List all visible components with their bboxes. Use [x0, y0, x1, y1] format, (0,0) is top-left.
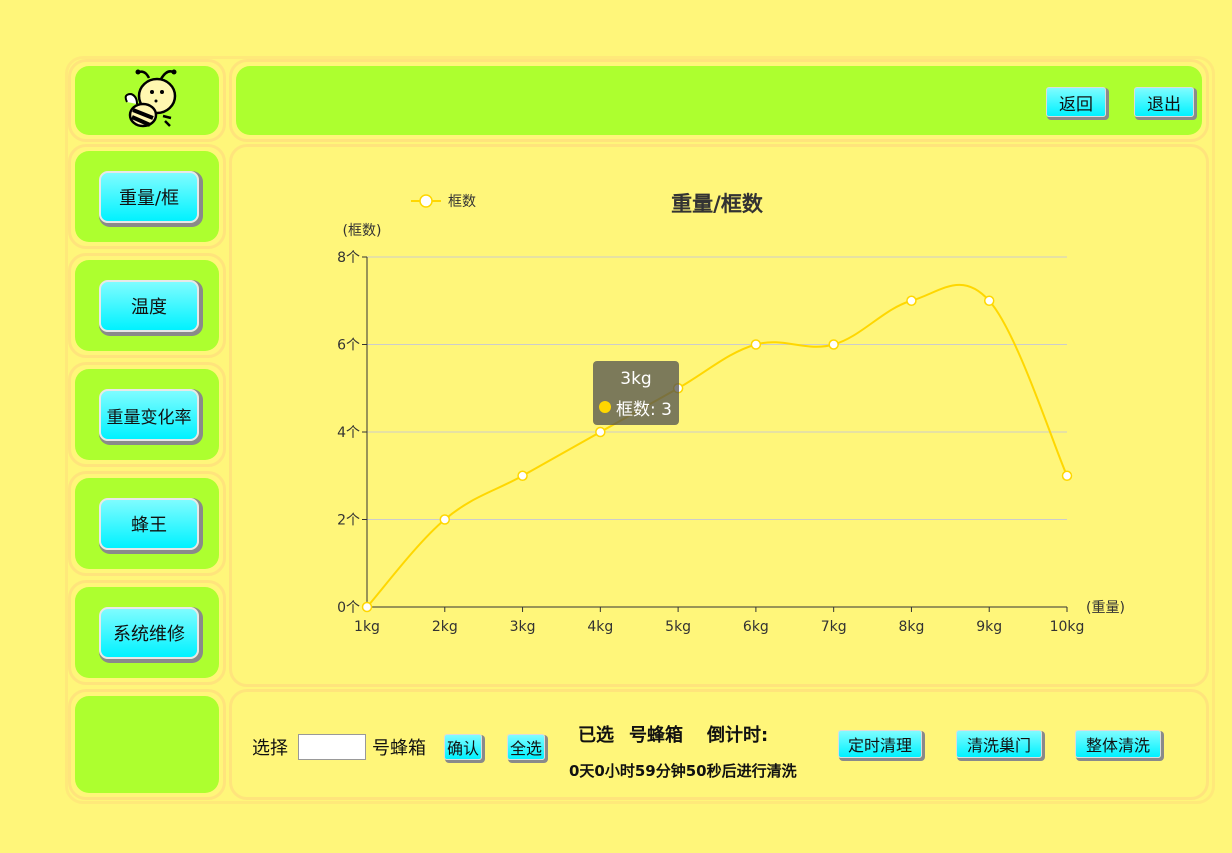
- y-axis-label: (框数): [343, 223, 382, 239]
- sidebar-item-weight-frame[interactable]: 重量/框: [99, 171, 199, 223]
- sidebar-item-temperature[interactable]: 温度: [99, 280, 199, 332]
- x-tick-label: 3kg: [510, 619, 536, 635]
- y-tick-label: 6个: [337, 338, 360, 354]
- sidebar-panel-weight-change: 重量变化率: [68, 362, 226, 467]
- y-tick-label: 4个: [337, 425, 360, 441]
- timed-clean-button[interactable]: 定时清理: [838, 730, 922, 758]
- sidebar-item-queen[interactable]: 蜂王: [99, 498, 199, 550]
- countdown-label: 倒计时:: [707, 725, 769, 746]
- selected-label: 已选: [578, 725, 614, 746]
- sidebar-item-maintenance[interactable]: 系统维修: [99, 607, 199, 659]
- confirm-button[interactable]: 确认: [444, 734, 482, 760]
- series-line-frames: [366, 283, 1068, 608]
- data-point-7kg[interactable]: [828, 339, 839, 350]
- y-tick-label: 0个: [337, 600, 360, 616]
- data-point-6kg[interactable]: [750, 339, 762, 350]
- hive-suffix-label: 号蜂箱: [372, 738, 426, 759]
- legend-label: 框数: [448, 194, 476, 210]
- y-tick-label: 8个: [337, 250, 360, 266]
- selected-hive-suffix: 号蜂箱: [629, 725, 683, 746]
- whole-clean-button[interactable]: 整体清洗: [1075, 730, 1161, 758]
- sidebar-panel-temperature: 温度: [68, 253, 226, 358]
- exit-button[interactable]: 退出: [1134, 87, 1194, 117]
- chart-legend[interactable]: 框数: [411, 194, 476, 210]
- chart-panel: 框数 重量/框数 (框数) (重量) 0个 2个 4个 6个 8个 1kg 2kg 3kg 4k…: [229, 144, 1209, 687]
- data-point-1kg[interactable]: [361, 601, 373, 613]
- tooltip-text: 框数: 3: [616, 400, 672, 420]
- header-panel: 返回 退出: [229, 59, 1209, 142]
- clean-door-button[interactable]: 清洗巢门: [956, 730, 1042, 758]
- data-point-2kg[interactable]: [439, 514, 451, 525]
- countdown-text: 0天0小时59分钟50秒后进行清洗: [569, 762, 797, 780]
- x-axis-label: (重量): [1086, 600, 1125, 616]
- data-point-8kg[interactable]: [906, 295, 917, 306]
- sidebar-panel-empty: [68, 689, 226, 800]
- sidebar-panel-maintenance: 系统维修: [68, 580, 226, 685]
- footer-panel: 选择 号蜂箱 确认 全选 已选 号蜂箱 倒计时: 0天0小时59分钟50秒后进行…: [229, 689, 1209, 800]
- data-point-3kg[interactable]: [517, 470, 528, 481]
- y-tick-label: 2个: [337, 513, 360, 529]
- sidebar-item-weight-change-rate[interactable]: 重量变化率: [99, 389, 199, 441]
- weight-frame-chart: 框数 重量/框数 (框数) (重量) 0个 2个 4个 6个 8个 1kg 2kg 3kg 4k…: [337, 192, 1125, 635]
- x-tick-label: 5kg: [665, 619, 691, 635]
- x-tick-label: 4kg: [587, 619, 613, 635]
- tooltip-title: 3kg: [620, 369, 652, 389]
- hive-number-input[interactable]: [298, 734, 366, 760]
- x-tick-label: 9kg: [976, 619, 1002, 635]
- x-tick-label: 10kg: [1050, 619, 1085, 635]
- x-tick-label: 7kg: [821, 619, 847, 635]
- bee-logo-icon: [124, 69, 177, 128]
- select-all-button[interactable]: 全选: [507, 734, 545, 760]
- data-point-4kg[interactable]: [595, 426, 606, 438]
- x-tick-label: 8kg: [898, 619, 924, 635]
- chart-title: 重量/框数: [671, 192, 764, 216]
- chart-tooltip: 3kg 框数: 3: [593, 361, 679, 425]
- select-label: 选择: [252, 738, 288, 759]
- sidebar-panel-weight: 重量/框: [68, 144, 226, 249]
- sidebar-panel-queen: 蜂王: [68, 471, 226, 576]
- x-tick-label: 6kg: [743, 619, 769, 635]
- x-tick-label: 2kg: [432, 619, 458, 635]
- data-point-9kg[interactable]: [983, 295, 995, 306]
- x-tick-label: 1kg: [354, 619, 380, 635]
- tooltip-dot: [599, 401, 611, 413]
- logo-panel: [68, 59, 226, 142]
- data-point-10kg[interactable]: [1061, 470, 1073, 481]
- back-button[interactable]: 返回: [1046, 87, 1106, 117]
